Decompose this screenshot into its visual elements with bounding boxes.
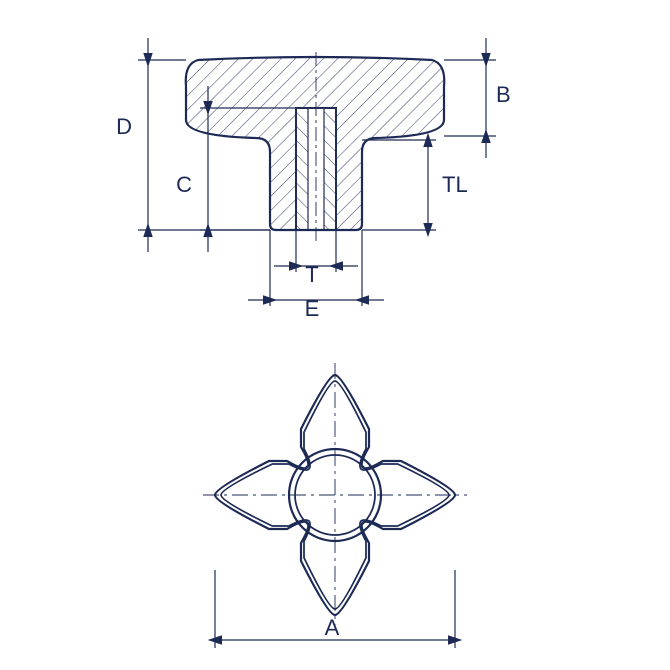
- dim-label-A: A: [325, 615, 340, 640]
- dim-label-D: D: [116, 114, 132, 139]
- top-view: [203, 363, 467, 627]
- dim-label-C: C: [176, 172, 192, 197]
- dim-label-TL: TL: [442, 172, 468, 197]
- technical-drawing: A B TL D C TE: [0, 0, 670, 670]
- side-view: [186, 52, 445, 244]
- dim-label-T: T: [305, 262, 318, 287]
- dim-label-B: B: [496, 82, 511, 107]
- drawing-svg: A B TL D C TE: [0, 0, 670, 670]
- dim-label-E: E: [305, 296, 320, 321]
